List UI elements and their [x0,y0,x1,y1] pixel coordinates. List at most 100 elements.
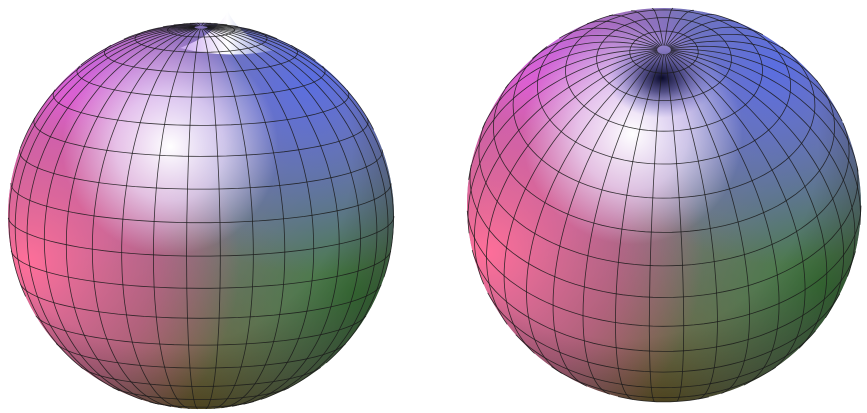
mesh-line [217,315,367,346]
mesh-line [167,22,235,38]
mesh-line [586,20,661,47]
mesh-line [123,26,195,40]
mesh-line [206,25,255,31]
mesh-line [80,366,214,387]
mesh-line [670,45,843,122]
mesh-line [186,28,201,410]
mesh-line [668,52,806,370]
mesh-line [213,65,326,98]
mesh-line [55,343,216,369]
mesh-line [52,89,216,126]
mesh-line [80,26,195,66]
mesh-line [469,164,684,298]
mesh-line [207,25,278,40]
mesh-line [683,166,859,298]
mesh-line [532,34,659,59]
mesh-line [134,30,208,53]
mesh-line [471,249,684,352]
mesh-line [669,51,828,349]
left-sphere [7,11,395,410]
mesh-line [466,210,684,327]
mesh-line [215,343,346,369]
mesh-line [8,27,195,297]
mesh-line [162,24,197,28]
mesh-line [152,28,200,409]
mesh-line [526,52,660,374]
mesh-line [26,27,195,392]
mesh-line [219,149,383,190]
mesh-line [608,14,662,47]
right-sphere [466,7,862,403]
mesh-line [215,89,350,126]
mesh-line [682,122,850,266]
mesh-line [512,46,680,199]
mesh-line [536,14,677,165]
mesh-line [35,315,218,346]
mesh-line [20,284,220,319]
mesh-line [670,51,845,319]
mesh-line [217,117,369,157]
mesh-line [551,366,680,399]
mesh-line [76,65,214,98]
mesh-line [7,217,221,257]
mesh-line [10,250,221,289]
mesh-line [121,28,199,409]
mesh-line [682,293,841,372]
mesh-line [478,121,683,267]
mesh-line [505,41,658,89]
mesh-line [207,27,394,278]
mesh-line [91,28,198,407]
mesh-line [618,396,677,403]
mesh-line [664,54,685,402]
mesh-line [683,251,856,352]
mesh-line [219,250,392,289]
mesh-line [676,396,709,402]
mesh-line [149,401,208,408]
mesh-line [676,14,792,165]
mesh-line [205,24,239,27]
shading [8,23,394,409]
mesh-line [19,26,195,149]
mesh-line [210,45,298,73]
mesh-line [173,23,198,27]
mesh-line [492,83,682,233]
mesh-line [146,25,196,32]
mesh-line [104,44,211,73]
mesh-line [552,53,661,387]
mesh-line [14,27,195,368]
mesh-line [487,292,683,373]
mesh-line [667,19,739,47]
mesh-line [19,149,220,190]
mesh-line [33,117,218,157]
mesh-line [202,28,254,409]
mesh-line [205,27,340,405]
mesh-line [680,79,836,233]
mesh-line [112,387,211,401]
mesh-line [515,334,682,389]
mesh [7,22,395,410]
mesh-line [648,54,664,402]
mesh-line [679,366,776,398]
mesh-line [207,26,374,130]
mesh-line [503,51,659,354]
mesh-line [207,30,268,53]
mesh-line [683,205,862,327]
mesh-line [219,284,382,319]
mesh-line [665,53,718,400]
mesh-line [219,183,392,223]
mesh-line [65,27,197,405]
mesh-line [207,27,378,391]
mesh-line [473,50,658,285]
mesh-line [204,28,315,407]
mesh-line [596,17,732,101]
mesh-line [10,182,221,224]
mesh-line [670,49,861,225]
mesh-line [670,48,859,172]
mesh-line [204,23,228,27]
mesh [466,7,862,403]
mesh-line [629,30,699,74]
mesh-line [201,28,221,410]
mesh-line [614,53,663,400]
